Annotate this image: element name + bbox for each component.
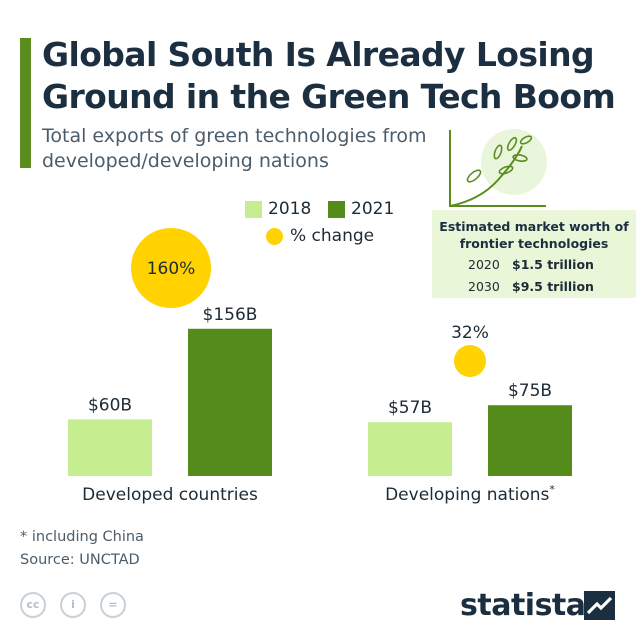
pct-change-bubble <box>454 345 486 377</box>
infobox-title: Estimated market worth of frontier techn… <box>439 219 629 251</box>
bar-value-label: $57B <box>388 398 432 418</box>
bar-2018-developed <box>68 419 152 476</box>
bar-2021-developing <box>488 405 572 476</box>
by-person-icon[interactable]: i <box>60 592 86 618</box>
footnote-marker: * <box>549 483 555 496</box>
bar-value-label: $75B <box>508 381 552 401</box>
statista-logo-mark-icon[interactable] <box>584 591 615 620</box>
legend-dot-change <box>266 228 283 245</box>
bar-2018-developing <box>368 422 452 476</box>
infobox-row-year: 2020 <box>468 257 500 272</box>
legend-swatch-2018 <box>245 201 262 218</box>
statista-logo[interactable]: statista <box>460 588 586 623</box>
title-accent-bar <box>20 38 31 168</box>
pct-change-bubble <box>131 228 211 308</box>
market-worth-infobox: Estimated market worth of frontier techn… <box>432 210 636 298</box>
footnote-source: Source: UNCTAD <box>20 552 140 568</box>
category-label: Developed countries <box>82 485 258 505</box>
category-label: Developing nations* <box>385 483 555 505</box>
legend-label-2018: 2018 <box>268 199 312 219</box>
infobox-row-value: $9.5 trillion <box>512 279 594 294</box>
bar-value-label: $156B <box>203 305 258 325</box>
cc-icon[interactable]: cc <box>20 592 46 618</box>
bar-value-label: $60B <box>88 395 132 415</box>
nd-equals-icon[interactable]: = <box>100 592 126 618</box>
infobox-row-value: $1.5 trillion <box>512 257 594 272</box>
legend-label-2021: 2021 <box>351 199 395 219</box>
pct-change-label: 32% <box>451 323 489 343</box>
chart-subtitle: Total exports of green technologies from… <box>42 125 427 172</box>
footnote-note: * including China <box>20 529 144 545</box>
bar-2021-developed <box>188 328 272 476</box>
sprout-growth-icon <box>449 129 547 207</box>
chart-title: Global South Is Already Losing Ground in… <box>42 35 616 116</box>
pct-change-label: 160% <box>147 259 196 279</box>
infobox-row-year: 2030 <box>468 279 500 294</box>
legend-swatch-2021 <box>328 201 345 218</box>
legend-label-change: % change <box>290 226 375 246</box>
